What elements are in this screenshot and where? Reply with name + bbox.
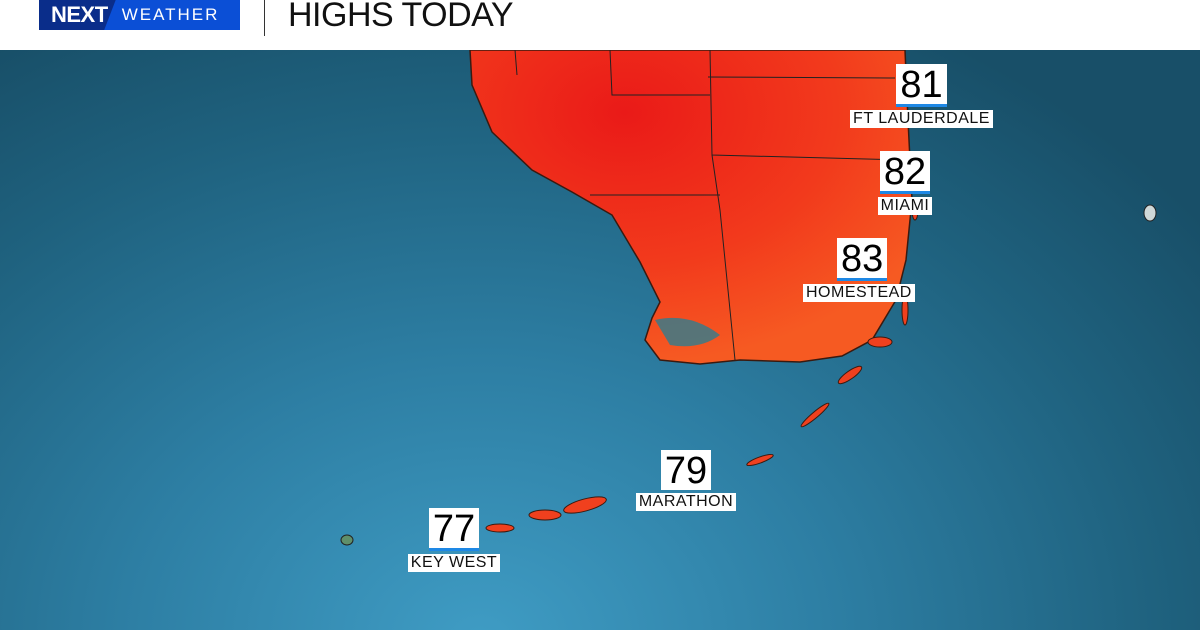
city-name: HOMESTEAD bbox=[803, 284, 915, 302]
city-name: FT LAUDERDALE bbox=[850, 110, 993, 128]
city-label-marathon: 79 MARATHON bbox=[628, 450, 744, 511]
high-temp: 77 bbox=[428, 508, 480, 551]
bay bbox=[655, 317, 720, 347]
high-temp: 83 bbox=[837, 238, 888, 281]
city-name: MARATHON bbox=[635, 493, 737, 511]
city-label-homestead: 83 HOMESTEAD bbox=[803, 238, 930, 302]
city-label-miami: 82 MIAMI bbox=[865, 151, 945, 215]
page-title: HIGHS TODAY bbox=[288, 0, 514, 34]
county-lines bbox=[514, 50, 906, 361]
high-temp: 79 bbox=[660, 450, 712, 490]
city-name: KEY WEST bbox=[407, 554, 501, 572]
header-bar: NEXT WEATHER HIGHS TODAY bbox=[0, 0, 1200, 50]
next-weather-logo: NEXT WEATHER bbox=[39, 0, 240, 30]
city-name: MIAMI bbox=[877, 197, 933, 215]
florida-peninsula bbox=[469, 50, 913, 365]
logo-weather: WEATHER bbox=[121, 5, 220, 24]
island bbox=[1143, 204, 1157, 222]
florida-map bbox=[340, 50, 1157, 546]
city-label-key-west: 77 KEY WEST bbox=[404, 508, 504, 572]
header-divider bbox=[264, 0, 265, 36]
island bbox=[340, 534, 354, 546]
logo-next: NEXT bbox=[39, 0, 116, 30]
high-temp: 81 bbox=[896, 64, 947, 107]
city-label-ft-lauderdale: 81 FT LAUDERDALE bbox=[840, 64, 1003, 128]
high-temp: 82 bbox=[879, 151, 931, 194]
